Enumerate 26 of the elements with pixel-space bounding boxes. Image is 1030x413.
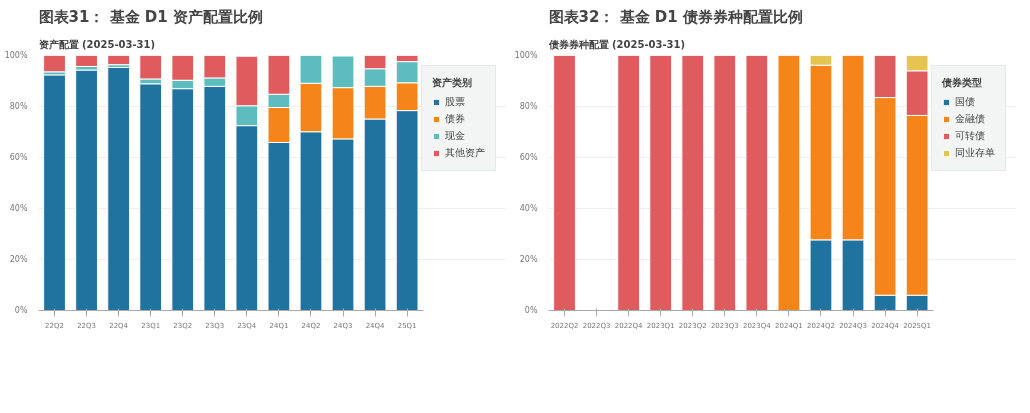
y-tick-label: 80% <box>519 102 538 111</box>
chart-subtitle: 资产配置 (2025-03-31) <box>38 38 156 50</box>
legend-label: 金融债 <box>955 112 985 126</box>
y-tick-label: 0% <box>14 306 28 315</box>
y-tick-label: 100% <box>4 51 28 60</box>
y-tick-label: 60% <box>9 153 28 162</box>
legend-label: 股票 <box>445 95 465 109</box>
legend-label: 其他资产 <box>445 146 485 160</box>
y-tick-label: 40% <box>9 204 28 213</box>
legend-label: 现金 <box>445 129 465 143</box>
legend-title: 资产类别 <box>432 76 473 90</box>
y-tick-label: 100% <box>514 51 538 60</box>
legend-label: 可转债 <box>955 129 985 143</box>
legend-title: 债券类型 <box>942 76 983 90</box>
chart-title: 图表31： 基金 D1 资产配置比例 <box>38 7 263 26</box>
y-tick-label: 80% <box>9 102 28 111</box>
y-tick-label: 60% <box>519 153 538 162</box>
y-tick-label: 0% <box>524 306 538 315</box>
y-tick-label: 20% <box>9 255 28 264</box>
legend-label: 债券 <box>445 112 465 126</box>
chart-title: 图表32： 基金 D1 债券券种配置比例 <box>548 7 803 26</box>
legend-label: 同业存单 <box>955 146 995 160</box>
legend-label: 国债 <box>955 95 975 109</box>
y-tick-label: 20% <box>519 255 538 264</box>
chart-subtitle: 债券券种配置 (2025-03-31) <box>547 38 686 50</box>
y-tick-label: 40% <box>519 204 538 213</box>
